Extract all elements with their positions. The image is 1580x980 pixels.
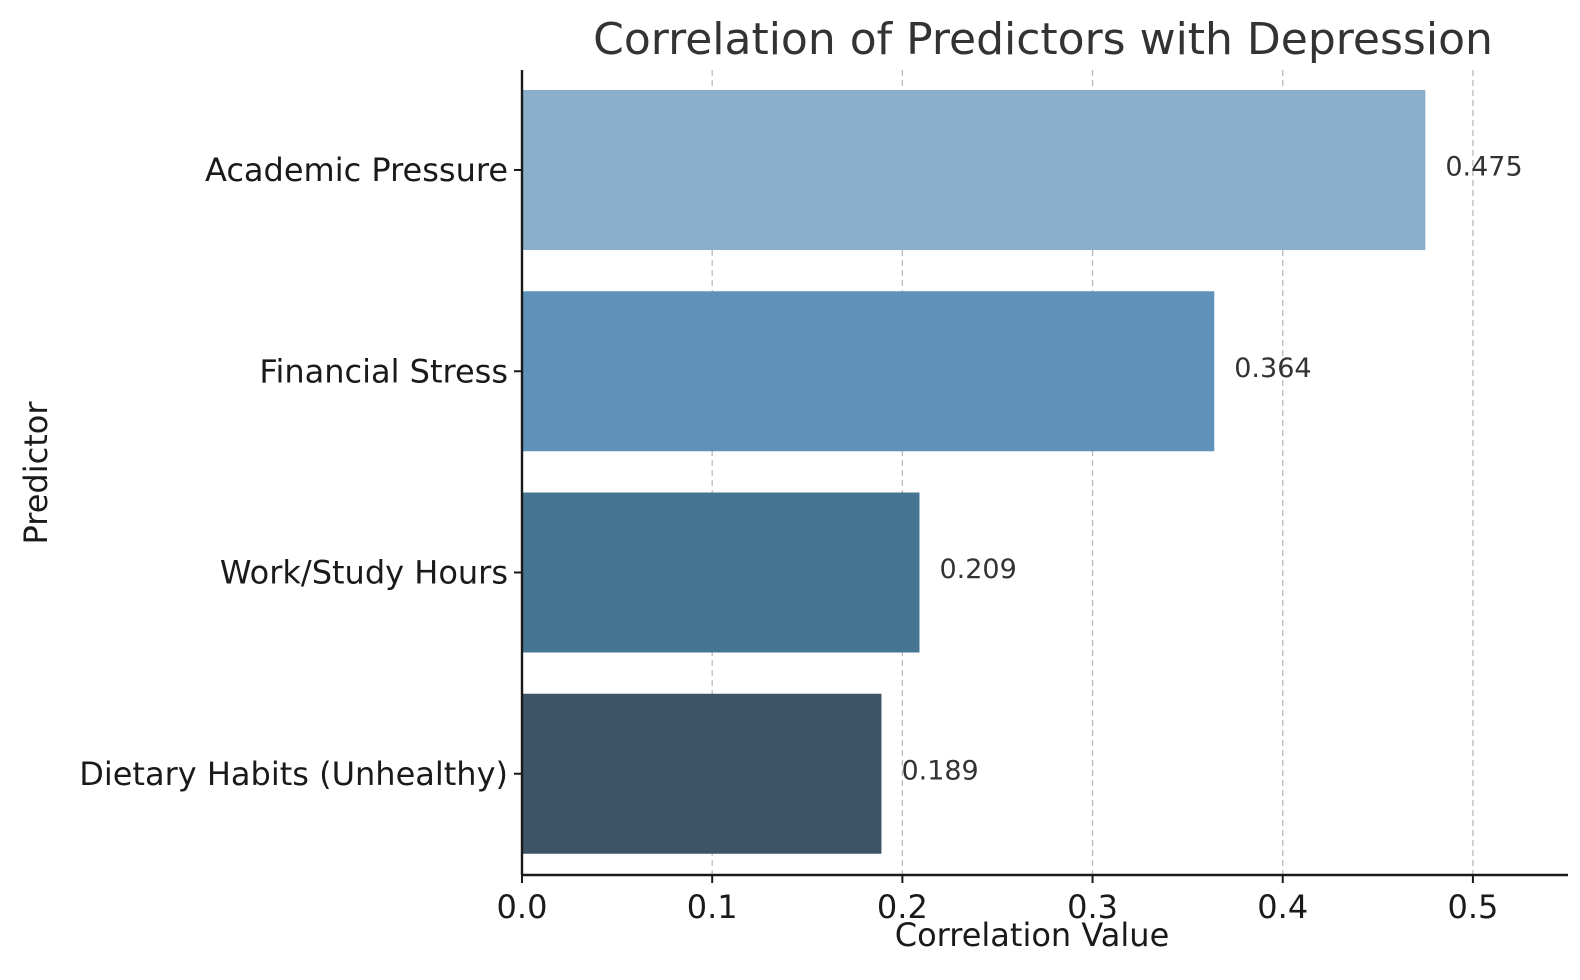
x-tick-label: 0.2: [877, 888, 928, 926]
bars: [522, 90, 1426, 854]
bar: [522, 90, 1426, 250]
bar: [522, 492, 920, 653]
axes: [514, 70, 1568, 877]
category-label: Academic Pressure: [205, 151, 508, 189]
x-tick-label: 0.1: [687, 888, 738, 926]
category-label: Financial Stress: [259, 352, 508, 390]
y-axis-title: Predictor: [17, 401, 55, 545]
x-axis-title: Correlation Value: [895, 916, 1170, 954]
data-label: 0.189: [901, 755, 978, 786]
data-label: 0.209: [939, 554, 1016, 585]
x-tick-label: 0.4: [1257, 888, 1308, 926]
bar: [522, 291, 1215, 452]
category-label: Dietary Habits (Unhealthy): [79, 755, 508, 793]
data-label: 0.364: [1234, 353, 1311, 384]
x-tick-label: 0.3: [1067, 888, 1118, 926]
data-labels: 0.475 0.364 0.209 0.189: [901, 152, 1522, 787]
bar: [522, 693, 882, 854]
x-tick-label: 0.0: [497, 888, 548, 926]
chart-title: Correlation of Predictors with Depressio…: [593, 14, 1493, 65]
x-ticks: 0.0 0.1 0.2 0.3 0.4 0.5: [497, 875, 1498, 926]
data-label: 0.475: [1445, 152, 1522, 183]
x-tick-label: 0.5: [1447, 888, 1498, 926]
category-label: Work/Study Hours: [220, 554, 508, 592]
category-labels: Academic Pressure Financial Stress Work/St…: [79, 151, 508, 793]
